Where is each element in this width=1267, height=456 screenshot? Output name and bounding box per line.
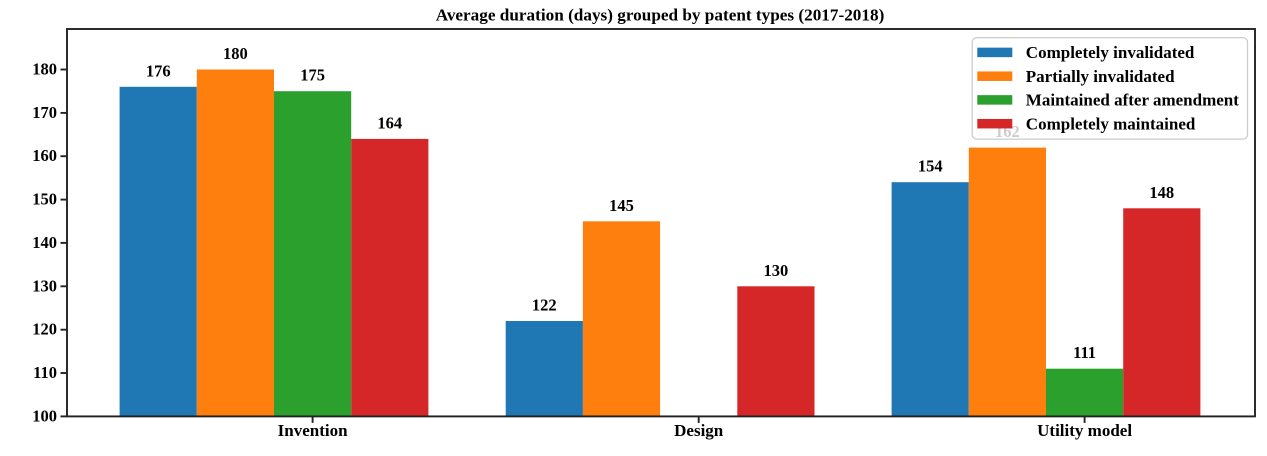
svg-text:Completely maintained: Completely maintained — [1026, 114, 1196, 133]
svg-text:100: 100 — [32, 406, 57, 425]
svg-text:Completely invalidated: Completely invalidated — [1026, 43, 1195, 62]
svg-text:122: 122 — [532, 296, 557, 315]
svg-text:110: 110 — [33, 363, 57, 382]
svg-text:176: 176 — [146, 61, 171, 80]
svg-text:Design: Design — [674, 421, 724, 440]
svg-text:145: 145 — [609, 196, 634, 215]
svg-text:148: 148 — [1149, 183, 1174, 202]
svg-text:170: 170 — [32, 103, 57, 122]
svg-text:150: 150 — [32, 190, 57, 209]
svg-text:111: 111 — [1073, 343, 1096, 362]
svg-text:Average duration (days) groupe: Average duration (days) grouped by paten… — [436, 5, 885, 24]
svg-text:180: 180 — [32, 60, 57, 79]
svg-text:Partially invalidated: Partially invalidated — [1026, 67, 1175, 86]
svg-text:140: 140 — [32, 233, 57, 252]
svg-text:180: 180 — [223, 44, 248, 63]
svg-text:130: 130 — [32, 276, 57, 295]
svg-text:130: 130 — [764, 261, 789, 280]
svg-text:164: 164 — [377, 113, 402, 132]
svg-text:160: 160 — [32, 146, 57, 165]
svg-text:Utility model: Utility model — [1037, 421, 1132, 440]
svg-text:Maintained after amendment: Maintained after amendment — [1026, 91, 1239, 110]
svg-text:120: 120 — [32, 320, 57, 339]
svg-text:Invention: Invention — [278, 421, 348, 440]
svg-text:154: 154 — [918, 157, 943, 176]
svg-text:175: 175 — [300, 66, 325, 85]
